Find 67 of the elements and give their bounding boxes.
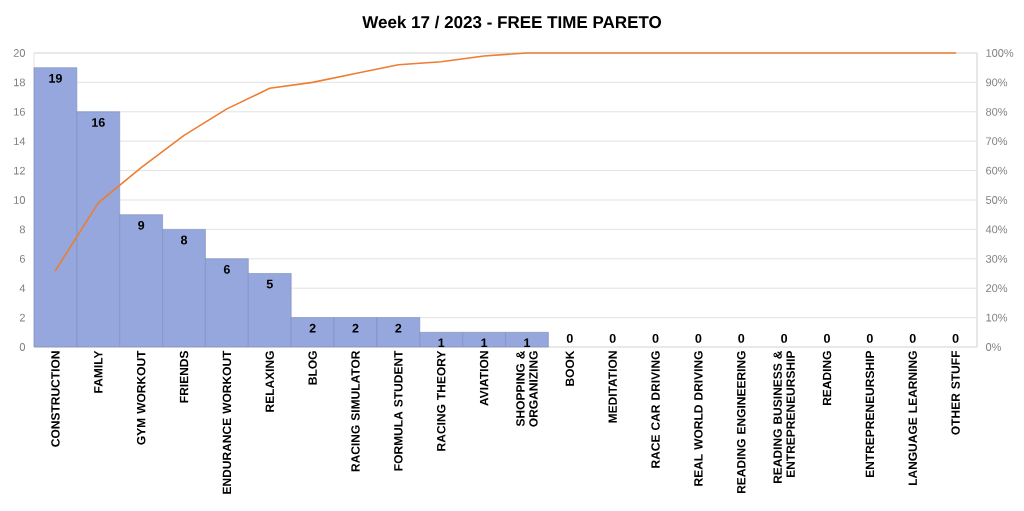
data-label: 0	[652, 333, 659, 343]
y-tick-label: 14	[14, 137, 26, 145]
data-label: 0	[566, 333, 573, 343]
x-tick-label: MEDITATION	[608, 351, 617, 423]
data-label: 16	[92, 118, 105, 127]
data-label: 0	[609, 333, 616, 343]
x-tick-label: RACING SIMULATOR	[351, 350, 360, 472]
y-tick-label: 20	[13, 49, 26, 57]
x-tick-label: SHOPPING & ORGANIZING	[516, 350, 538, 427]
data-label: 6	[223, 265, 230, 274]
data-label: 2	[352, 323, 359, 333]
x-tick-label: ENTREPRENEURSHIP	[865, 350, 875, 478]
data-label: 0	[695, 333, 702, 343]
data-label: 5	[266, 279, 273, 289]
y2-tick-label: 60%	[986, 166, 1008, 175]
y2-tick-label: 100%	[986, 49, 1014, 57]
y2-tick-label: 90%	[986, 78, 1008, 87]
data-label: 1	[438, 338, 445, 348]
data-label: 2	[309, 323, 316, 333]
chart-title: Week 17 / 2023 - FREE TIME PARETO	[362, 15, 662, 29]
data-label: 8	[180, 235, 188, 245]
data-label: 0	[738, 333, 745, 343]
data-label: 1	[481, 338, 488, 348]
x-tick-label: READING	[822, 351, 832, 406]
y2-tick-label: 30%	[985, 254, 1008, 263]
y2-tick-label: 20%	[986, 284, 1008, 293]
y-tick-label: 12	[14, 166, 25, 175]
data-label: 1	[524, 338, 531, 348]
y-tick-label: 0	[19, 343, 26, 351]
y-tick-label: 2	[19, 313, 25, 322]
y2-tick-label: 10%	[986, 313, 1008, 322]
x-tick-label: FRIENDS	[179, 351, 189, 403]
x-tick-label: READING BUSINESS & ENTREPRENEURSHIP	[773, 350, 795, 484]
y-tick-label: 18	[14, 78, 25, 87]
y-tick-label: 16	[14, 107, 25, 116]
data-label: 19	[49, 73, 62, 83]
data-label: 0	[866, 333, 873, 343]
y2-tick-label: 50%	[985, 196, 1008, 204]
x-tick-label: BLOG	[308, 351, 317, 385]
x-tick-label: AVIATION	[479, 351, 489, 406]
data-label: 2	[395, 323, 402, 333]
y-tick-label: 10	[14, 196, 26, 204]
x-tick-label: CONSTRUCTION	[51, 351, 60, 447]
x-tick-label: BOOK	[565, 350, 575, 386]
x-tick-label: FORMULA STUDENT	[394, 350, 403, 471]
x-tick-label: RELAXING	[265, 351, 274, 412]
x-tick-label: FAMILY	[94, 350, 103, 393]
x-tick-label: LANGUAGE LEARNING	[908, 351, 917, 486]
y2-tick-label: 0%	[985, 343, 1002, 351]
y-tick-label: 8	[19, 225, 25, 234]
x-tick-label: GYM WORKOUT	[136, 350, 146, 445]
y2-tick-label: 80%	[986, 107, 1008, 116]
y-tick-label: 6	[19, 254, 25, 263]
x-tick-label: RACING THEORY	[436, 350, 446, 451]
data-label: 0	[952, 333, 959, 343]
data-label: 0	[824, 333, 830, 343]
x-tick-label: ENDURANCE WORKOUT	[222, 350, 232, 494]
data-label: 0	[781, 333, 788, 343]
data-label: 9	[138, 220, 145, 230]
y-tick-label: 4	[19, 284, 26, 292]
data-label: 0	[909, 333, 916, 343]
y2-tick-label: 40%	[985, 225, 1008, 234]
x-tick-label: RACE CAR DRIVING	[651, 351, 660, 468]
x-tick-label: READING ENGINEERING	[737, 351, 746, 494]
y2-tick-label: 70%	[986, 137, 1008, 146]
x-tick-label: REAL WORLD DRIVING	[694, 351, 703, 486]
x-tick-label: OTHER STUFF	[951, 350, 960, 435]
